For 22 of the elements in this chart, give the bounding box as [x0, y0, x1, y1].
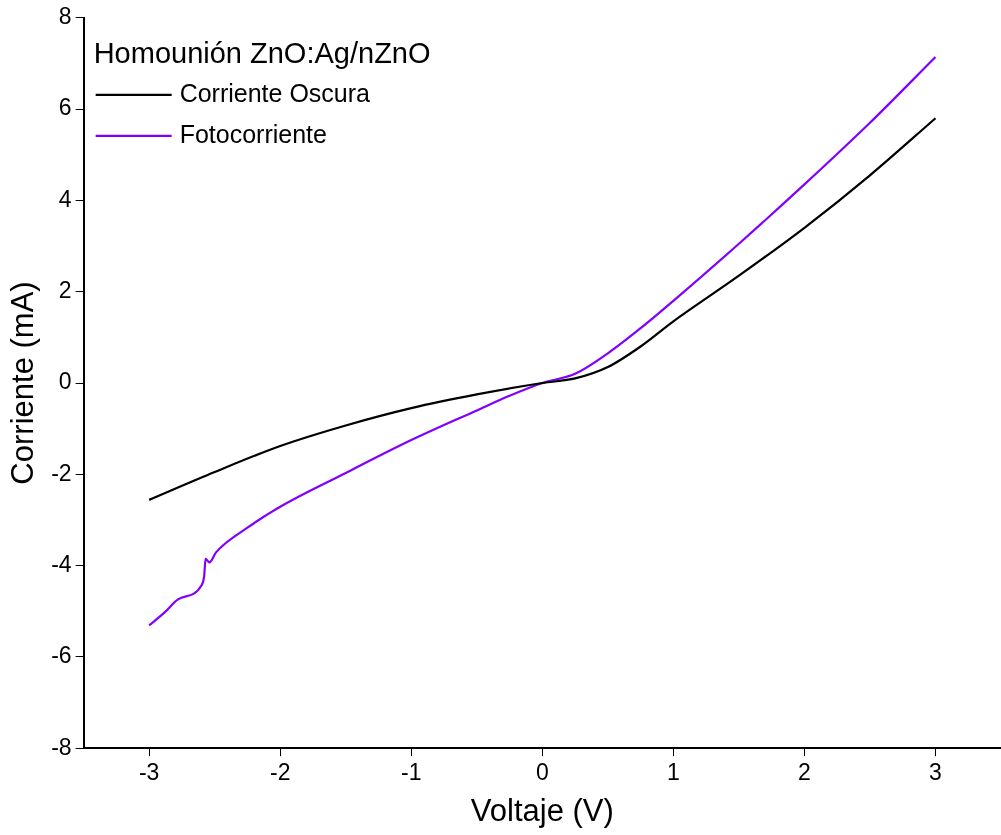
x-tick-label: -1	[401, 759, 422, 786]
x-tick-label: 1	[666, 759, 680, 786]
y-axis-title: Corriente (mA)	[5, 281, 41, 485]
x-tick-label: 0	[535, 759, 549, 786]
y-tick-label: 6	[58, 94, 72, 121]
x-tick-label: -2	[270, 759, 291, 786]
legend-label: Corriente Oscura	[179, 78, 371, 107]
y-tick-label: -4	[51, 550, 72, 577]
x-axis-title: Voltaje (V)	[470, 792, 614, 828]
y-tick-label: 4	[58, 185, 72, 212]
y-tick-label: 0	[58, 368, 72, 395]
legend-label: Fotocorriente	[179, 119, 327, 148]
y-tick-label: -6	[51, 642, 72, 669]
line-series	[148, 117, 937, 501]
y-tick-label: -8	[51, 733, 72, 760]
x-tick-label: 3	[929, 759, 942, 786]
x-tick-label: -3	[138, 759, 160, 786]
y-tick-label: -2	[51, 459, 72, 486]
x-tick-label: 2	[798, 759, 811, 786]
y-tick-label: 8	[58, 3, 72, 30]
legend-title: Homounión ZnO:Ag/nZnO	[93, 36, 431, 69]
y-tick-label: 2	[58, 277, 72, 304]
